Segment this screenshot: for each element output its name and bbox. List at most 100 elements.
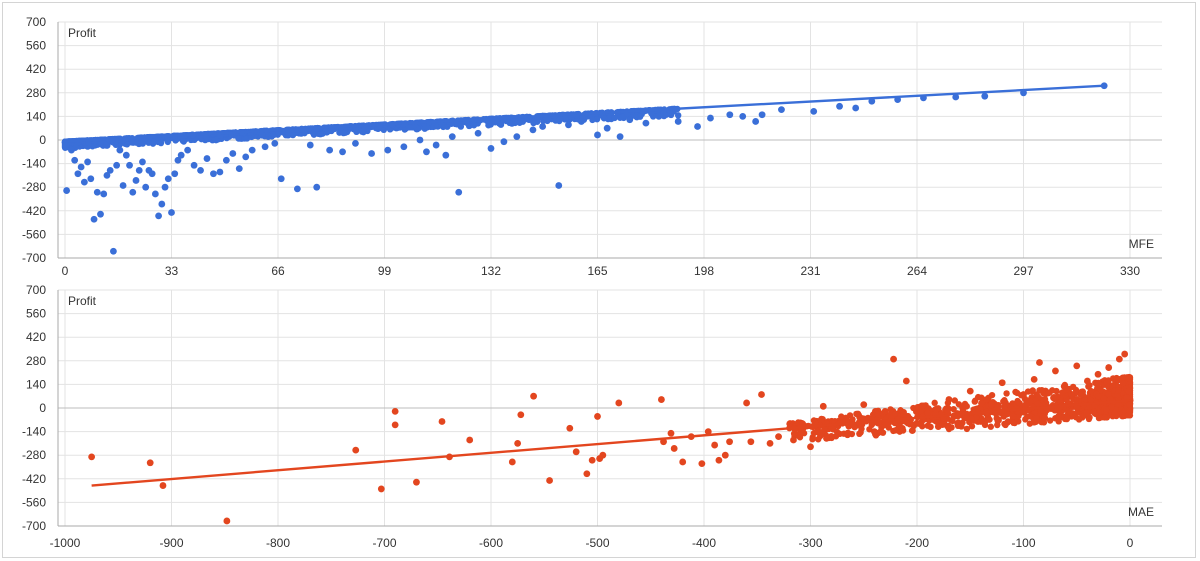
data-point: [145, 139, 152, 146]
y-tick-label: -140: [22, 425, 46, 439]
data-point: [142, 183, 150, 191]
data-point: [810, 107, 818, 115]
data-point: [1062, 386, 1070, 393]
data-point: [949, 417, 956, 425]
data-point: [71, 156, 79, 164]
data-point: [1077, 391, 1085, 398]
data-point: [1094, 370, 1102, 378]
data-point: [190, 161, 198, 169]
data-point: [113, 161, 121, 169]
data-point: [679, 458, 687, 466]
data-point: [995, 416, 1002, 424]
data-point: [934, 423, 942, 430]
data-point: [1105, 377, 1112, 384]
y-tick-label: 280: [26, 86, 46, 100]
trendline: [64, 84, 1105, 143]
data-point: [594, 131, 601, 139]
x-tick-label: 0: [62, 264, 69, 278]
data-point: [807, 443, 814, 451]
data-point: [1084, 377, 1091, 385]
data-point: [860, 401, 868, 409]
data-point: [155, 212, 162, 220]
data-point: [902, 377, 910, 385]
data-point: [1045, 389, 1052, 397]
data-point: [1033, 415, 1040, 422]
x-tick-label: -500: [585, 536, 609, 550]
data-point: [1001, 420, 1008, 428]
data-point: [1055, 412, 1062, 420]
y-tick-label: 0: [39, 133, 46, 147]
data-point: [864, 414, 872, 422]
data-point: [151, 190, 159, 198]
data-point: [858, 425, 865, 433]
data-point: [248, 146, 256, 154]
x-tick-label: -900: [159, 536, 183, 550]
data-point: [1021, 402, 1028, 409]
data-point: [222, 156, 230, 164]
data-point: [674, 112, 682, 119]
data-point: [998, 379, 1006, 387]
data-point: [423, 148, 430, 156]
data-point: [594, 413, 601, 420]
data-point: [1126, 408, 1134, 415]
data-point: [88, 453, 96, 461]
data-point: [1115, 355, 1123, 363]
data-point: [1013, 389, 1021, 397]
data-point: [352, 446, 360, 454]
y-axis-label: Profit: [68, 26, 97, 40]
data-point: [271, 139, 279, 147]
data-point: [352, 139, 359, 147]
data-point: [184, 146, 192, 154]
data-point: [293, 185, 301, 193]
data-point: [306, 141, 314, 149]
data-point: [988, 391, 996, 399]
x-tick-label: 99: [378, 264, 392, 278]
data-point: [1125, 375, 1133, 382]
x-tick-label: -1000: [50, 536, 81, 550]
data-point: [1103, 406, 1110, 413]
data-point: [775, 433, 782, 441]
data-point: [1105, 364, 1113, 371]
data-point: [747, 438, 755, 446]
data-point: [577, 118, 585, 125]
y-tick-label: -700: [22, 519, 46, 533]
data-point: [119, 182, 127, 189]
x-tick-label: -600: [479, 536, 503, 550]
data-point: [146, 459, 154, 467]
data-point: [448, 133, 456, 141]
data-point: [844, 429, 852, 437]
data-point: [743, 399, 750, 407]
data-point: [823, 434, 830, 442]
data-point: [707, 114, 714, 122]
x-tick-label: 297: [1013, 264, 1033, 278]
data-point: [790, 436, 797, 444]
data-point: [615, 399, 623, 407]
data-point: [1015, 413, 1022, 420]
data-point: [164, 138, 172, 146]
data-point: [1120, 379, 1127, 387]
data-point: [955, 401, 963, 408]
data-point: [384, 146, 392, 154]
data-point: [583, 470, 591, 478]
data-point: [952, 93, 960, 101]
y-tick-label: -140: [22, 157, 46, 171]
data-point: [1066, 409, 1074, 416]
data-point: [963, 403, 970, 410]
data-point: [667, 429, 675, 437]
data-point: [258, 131, 266, 138]
data-point: [849, 416, 856, 423]
data-point: [959, 419, 966, 426]
data-point: [944, 407, 951, 414]
data-point: [529, 126, 537, 134]
data-point: [106, 166, 114, 174]
data-point: [833, 428, 841, 436]
data-point: [648, 110, 655, 117]
data-point: [986, 416, 993, 423]
data-point: [868, 421, 875, 429]
data-point: [726, 111, 734, 119]
data-point: [931, 399, 938, 407]
data-point: [1126, 401, 1133, 409]
y-tick-label: -420: [22, 472, 46, 486]
data-point: [157, 139, 165, 147]
data-point: [171, 170, 179, 178]
